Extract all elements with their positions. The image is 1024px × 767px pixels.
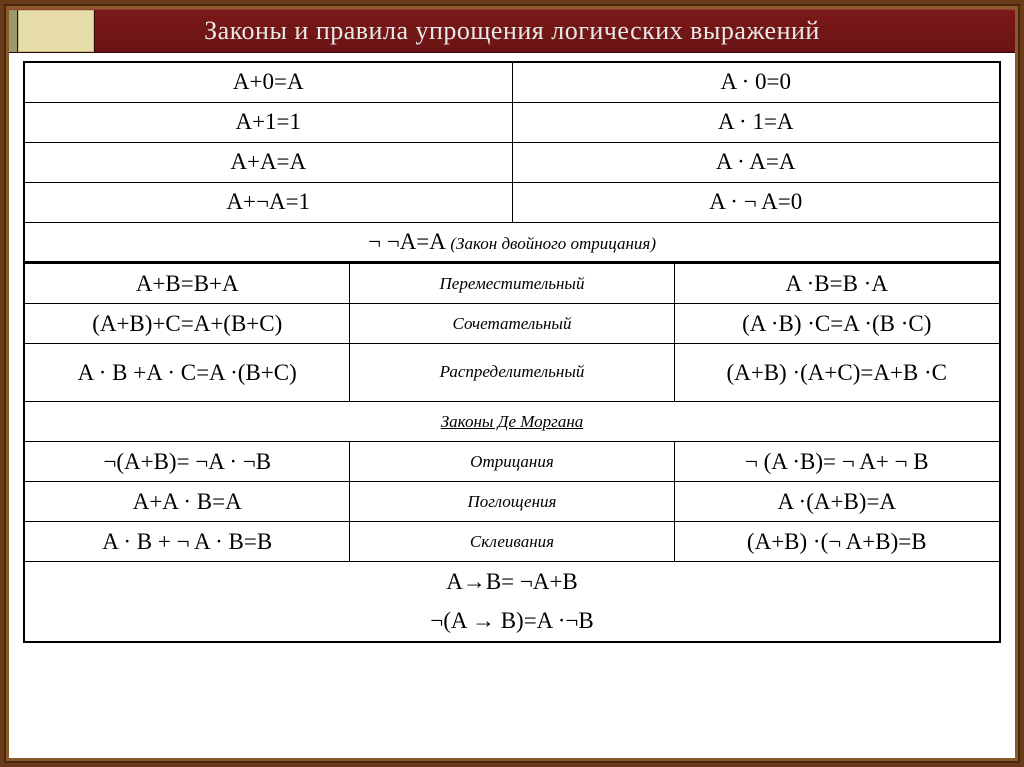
de-morgan-header-row: Законы Де Моргана bbox=[24, 402, 1000, 442]
cell-left: A · B + ¬ A · B=B bbox=[24, 522, 350, 562]
cell-right: (A+B) ·(¬ A+B)=B bbox=[674, 522, 1000, 562]
double-neg-note: (Закон двойного отрицания) bbox=[450, 234, 656, 253]
basic-row: A+¬A=1 A · ¬ A=0 bbox=[24, 182, 1000, 222]
de-morgan-row: A · B + ¬ A · B=B Склеивания (A+B) ·(¬ A… bbox=[24, 522, 1000, 562]
cell-bottom-1: A→B= ¬A+B bbox=[24, 562, 1000, 602]
bottom-row-2: ¬(A → B)=A ·¬B bbox=[24, 602, 1000, 642]
title-accent-box bbox=[9, 10, 95, 52]
frame-outer: Законы и правила упрощения логических вы… bbox=[4, 4, 1020, 763]
cell-full-header: Законы Де Моргана bbox=[24, 402, 1000, 442]
double-neg-row: ¬ ¬A=A (Закон двойного отрицания) bbox=[24, 222, 1000, 262]
frame-inner: Законы и правила упрощения логических вы… bbox=[9, 9, 1015, 758]
de-morgan-row: ¬(A+B)= ¬A · ¬B Отрицания ¬ (A ·B)= ¬ A+… bbox=[24, 442, 1000, 482]
cell-left: (A+B)+C=A+(B+C) bbox=[24, 304, 350, 344]
cell-left: A+0=A bbox=[24, 62, 512, 102]
basic-row: A+A=A A · A=A bbox=[24, 142, 1000, 182]
cell-left: A+A=A bbox=[24, 142, 512, 182]
de-morgan-row: A+A · B=A Поглощения A ·(A+B)=A bbox=[24, 482, 1000, 522]
table-area: A+0=A A · 0=0 A+1=1 A · 1=A A+A=A A · A=… bbox=[9, 53, 1015, 643]
cell-right: A · 0=0 bbox=[512, 62, 1000, 102]
law-row: (A+B)+C=A+(B+C) Сочетательный (A ·B) ·C=… bbox=[24, 304, 1000, 344]
cell-left: A+A · B=A bbox=[24, 482, 350, 522]
cell-label: Переместительный bbox=[350, 264, 674, 304]
cell-label: Распределительный bbox=[350, 344, 674, 402]
cell-right: A · ¬ A=0 bbox=[512, 182, 1000, 222]
law-row: A+B=B+A Переместительный A ·B=B ·A bbox=[24, 264, 1000, 304]
cell-right: ¬ (A ·B)= ¬ A+ ¬ B bbox=[674, 442, 1000, 482]
basic-row: A+0=A A · 0=0 bbox=[24, 62, 1000, 102]
cell-left: A+1=1 bbox=[24, 102, 512, 142]
cell-bottom-2: ¬(A → B)=A ·¬B bbox=[24, 602, 1000, 642]
cell-right: A · A=A bbox=[512, 142, 1000, 182]
cell-left: ¬(A+B)= ¬A · ¬B bbox=[24, 442, 350, 482]
cell-right: (A ·B) ·C=A ·(B ·C) bbox=[674, 304, 1000, 344]
cell-label: Сочетательный bbox=[350, 304, 674, 344]
double-neg-expr: ¬ ¬A=A bbox=[368, 229, 445, 254]
cell-full: ¬ ¬A=A (Закон двойного отрицания) bbox=[24, 222, 1000, 262]
cell-right: A ·(A+B)=A bbox=[674, 482, 1000, 522]
page-title: Законы и правила упрощения логических вы… bbox=[204, 16, 820, 46]
cell-left: A+¬A=1 bbox=[24, 182, 512, 222]
laws-named-table: A+B=B+A Переместительный A ·B=B ·A (A+B)… bbox=[23, 263, 1001, 643]
cell-right: (A+B) ·(A+C)=A+B ·C bbox=[674, 344, 1000, 402]
cell-right: A ·B=B ·A bbox=[674, 264, 1000, 304]
cell-right: A · 1=A bbox=[512, 102, 1000, 142]
law-row: A · B +A · C=A ·(B+C) Распределительный … bbox=[24, 344, 1000, 402]
cell-label: Склеивания bbox=[350, 522, 674, 562]
bottom-row-1: A→B= ¬A+B bbox=[24, 562, 1000, 602]
basic-row: A+1=1 A · 1=A bbox=[24, 102, 1000, 142]
laws-table: A+0=A A · 0=0 A+1=1 A · 1=A A+A=A A · A=… bbox=[23, 61, 1001, 263]
cell-label: Отрицания bbox=[350, 442, 674, 482]
cell-left: A+B=B+A bbox=[24, 264, 350, 304]
title-bar: Законы и правила упрощения логических вы… bbox=[9, 9, 1015, 53]
cell-label: Поглощения bbox=[350, 482, 674, 522]
cell-left: A · B +A · C=A ·(B+C) bbox=[24, 344, 350, 402]
